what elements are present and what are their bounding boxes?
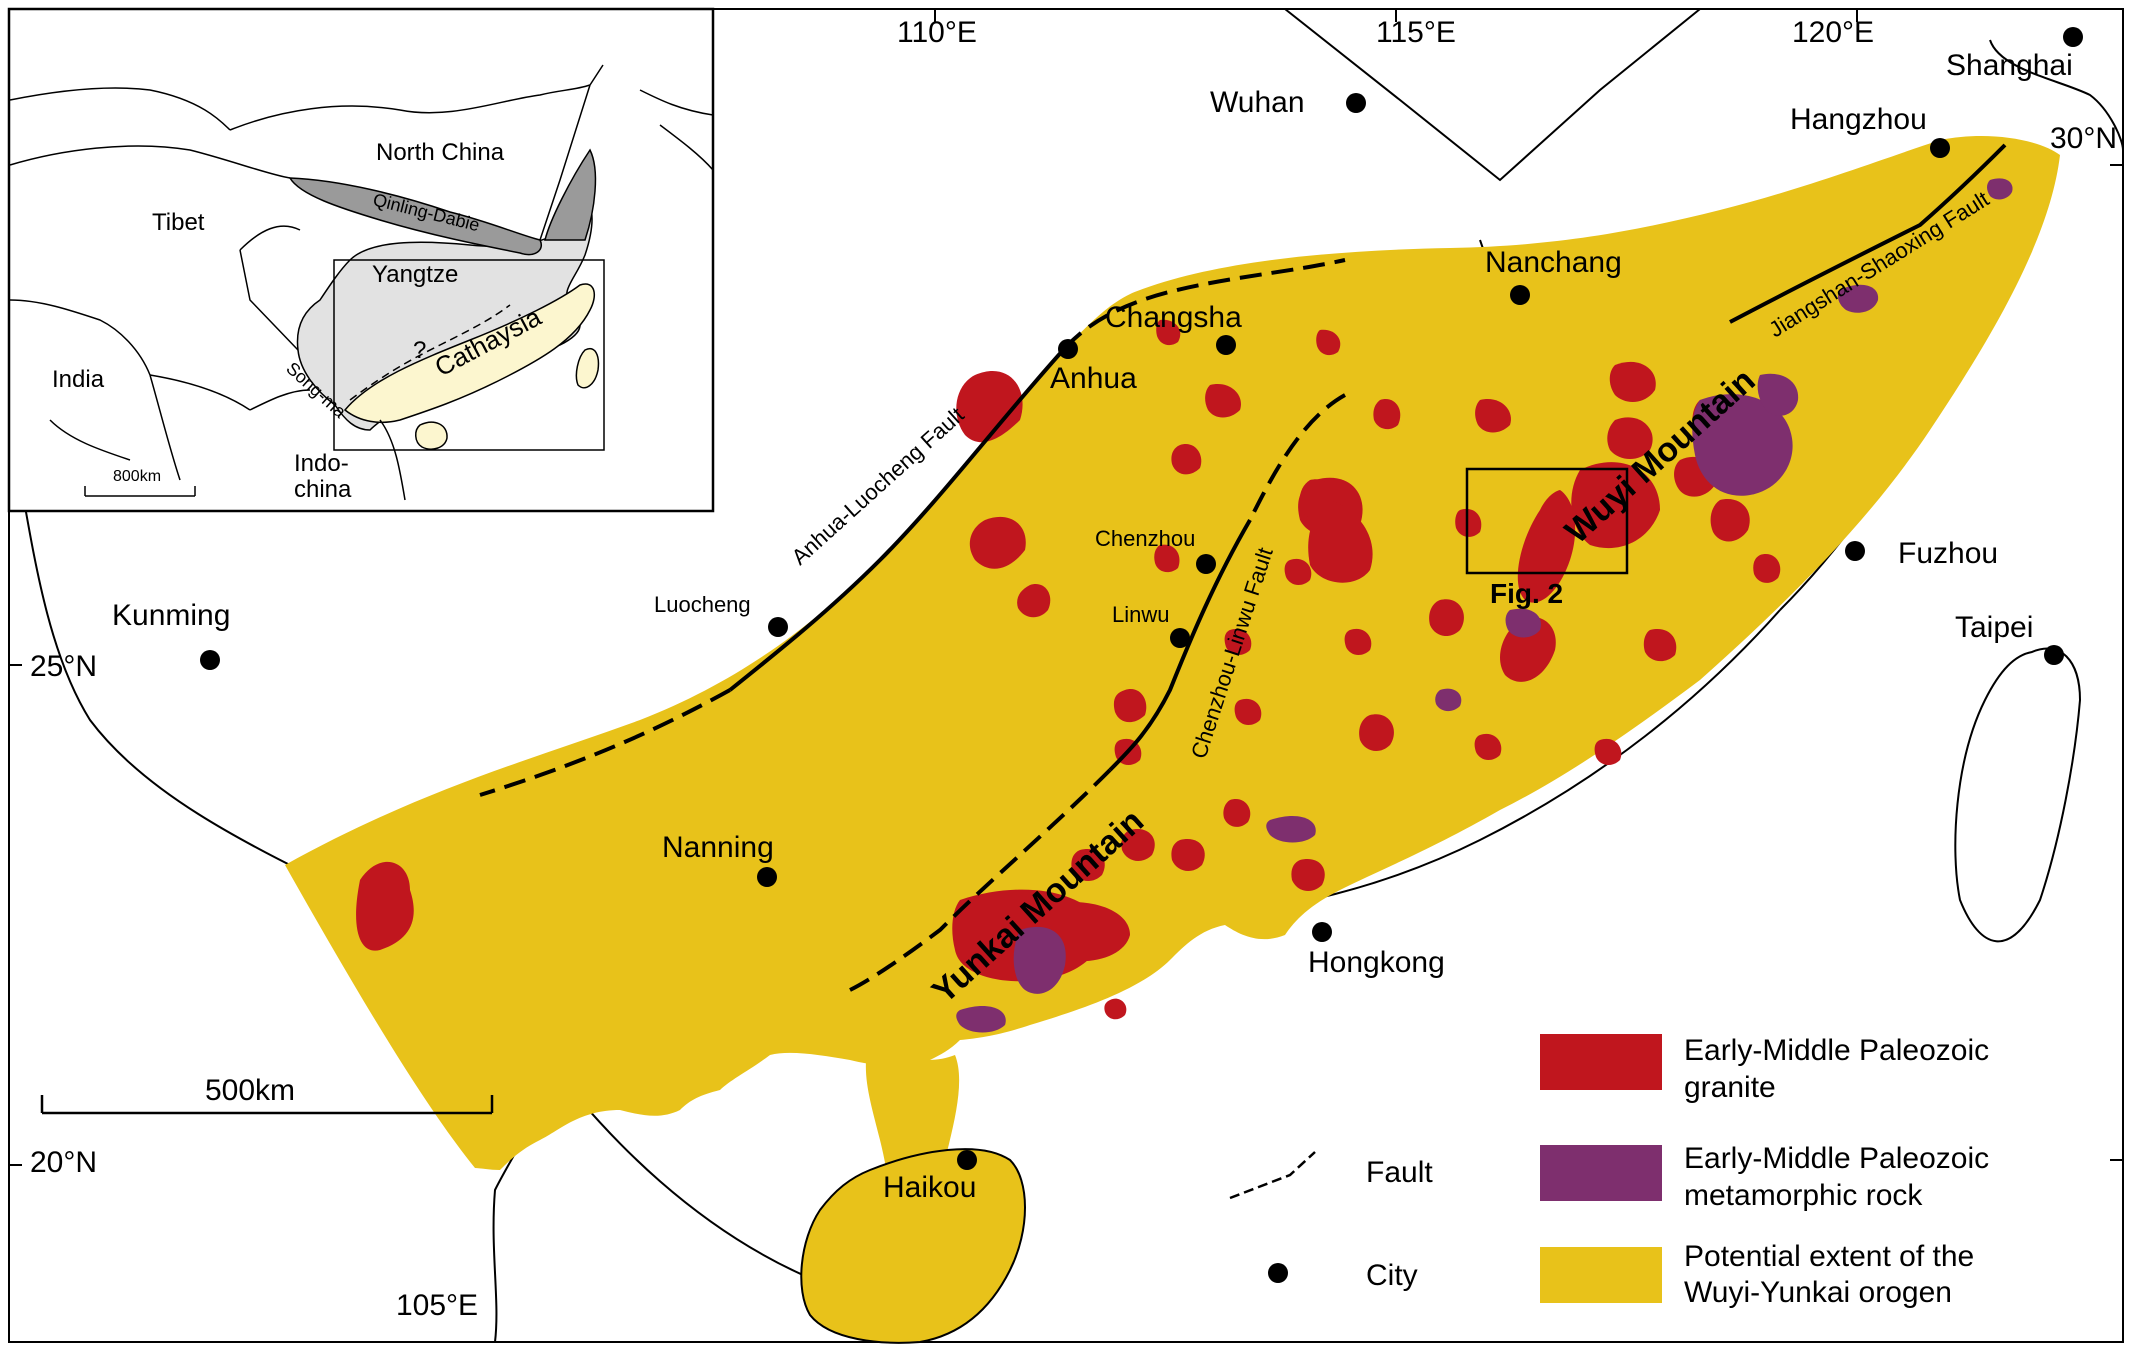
city-haikou: Haikou [883,1171,976,1204]
inset-study-box [333,259,605,451]
fig2-label[interactable]: Fig. 2 [1490,578,1563,609]
city-nanning: Nanning [662,831,774,864]
legend: Early-Middle Paleozoic granite Early-Mid… [1229,1034,1989,1309]
inset-north-china: North China [376,139,505,166]
city-linwu: Linwu [1112,602,1169,627]
scale-bar: 500km [40,1074,494,1115]
city-changsha: Changsha [1105,301,1242,334]
city-hangzhou: Hangzhou [1790,103,1927,136]
inset-tibet: Tibet [152,209,205,236]
city-dot-kunming [200,650,220,670]
fault-chenzhou-linwu-lower-dashed [849,768,1112,992]
lon-105: 105°E [396,1289,478,1322]
lat-20: 20°N [30,1146,97,1179]
fault-anhua-north-dashed [1063,258,1346,350]
legend-granite-line1: Early-Middle Paleozoic [1684,1034,1989,1067]
city-dot-anhua [1058,339,1078,359]
inset-gray-wedge [544,148,597,241]
city-dot-shanghai [2063,27,2083,47]
inset-scale-label: 800km [113,468,161,485]
city-dot-fuzhou [1845,541,1865,561]
inset-cathaysia [343,283,596,423]
fault-anhua-luocheng-solid [728,346,1067,692]
graticule-labels: 110°E 115°E 120°E 105°E 30°N 25°N 20°N [30,16,2117,1322]
city-anhua: Anhua [1050,362,1137,395]
city-shanghai: Shanghai [1946,49,2073,82]
city-hongkong: Hongkong [1308,946,1445,979]
legend-swatch-orogen [1540,1247,1662,1303]
city-wuhan: Wuhan [1210,86,1305,119]
inset-map: North China Tibet Qinling-Dabie Yangtze … [7,7,715,513]
city-chenzhou: Chenzhou [1095,526,1195,551]
map-frame [8,8,2124,1343]
fault-jiangshan-shaoxing [1729,143,2007,324]
legend-fault-label: Fault [1366,1156,1433,1189]
legend-swatch-granite [1540,1034,1662,1090]
city-nanchang: Nanchang [1485,246,1622,279]
inset-yangtze-label: Yangtze [372,261,458,288]
inset-china: china [294,476,352,503]
legend-swatch-metamorphic [1540,1145,1662,1201]
city-dot-changsha [1216,335,1236,355]
city-taipei: Taipei [1955,611,2033,644]
fig2-box[interactable] [1465,467,1629,575]
city-luocheng: Luocheng [654,592,751,617]
inset-question: ? [413,337,426,364]
legend-city-symbol [1268,1263,1288,1283]
city-kunming: Kunming [112,599,230,632]
city-dot-wuhan [1346,93,1366,113]
lon-120: 120°E [1792,16,1874,49]
city-dot-taipei [2044,645,2064,665]
fault-chenzhou-linwu-dashed [1248,393,1346,521]
city-dot-hongkong [1312,922,1332,942]
inset-hainan [415,421,448,450]
graticule-ticks [9,9,2123,1166]
legend-granite-line2: granite [1684,1071,1776,1104]
inset-taiwan [575,348,600,389]
legend-fault-symbol [1229,1151,1316,1200]
fault-lines [479,143,2007,992]
lat-25: 25°N [30,650,97,683]
city-dot-linwu [1170,628,1190,648]
fault-chenzhou-linwu-solid [1108,518,1252,772]
legend-meta-line1: Early-Middle Paleozoic [1684,1142,1989,1175]
lon-115: 115°E [1376,16,1456,49]
city-fuzhou: Fuzhou [1898,537,1998,570]
city-dot-nanning [757,867,777,887]
city-dot-haikou [957,1150,977,1170]
legend-city-label: City [1366,1259,1418,1292]
lon-110: 110°E [897,16,977,49]
legend-orogen-line1: Potential extent of the [1684,1240,1974,1273]
fault-anhua-luocheng-dashed [479,688,731,797]
scale-bar-label: 500km [205,1074,295,1107]
hainan-island [800,1148,1026,1344]
city-dot-nanchang [1510,285,1530,305]
legend-orogen-line2: Wuyi-Yunkai orogen [1684,1276,1952,1309]
cities: Shanghai Wuhan Hangzhou Nanchang Changsh… [112,27,2083,1204]
inset-qinling-dabie [288,177,542,256]
city-dot-luocheng [768,617,788,637]
city-dot-hangzhou [1930,138,1950,158]
inset-india: India [52,366,105,393]
inset-indo: Indo- [294,450,349,477]
city-dot-chenzhou [1196,554,1216,574]
inset-dashed-boundary [349,304,511,401]
metamorphic-bodies [956,178,2013,1033]
lat-30: 30°N [2050,122,2117,155]
legend-meta-line2: metamorphic rock [1684,1179,1923,1212]
